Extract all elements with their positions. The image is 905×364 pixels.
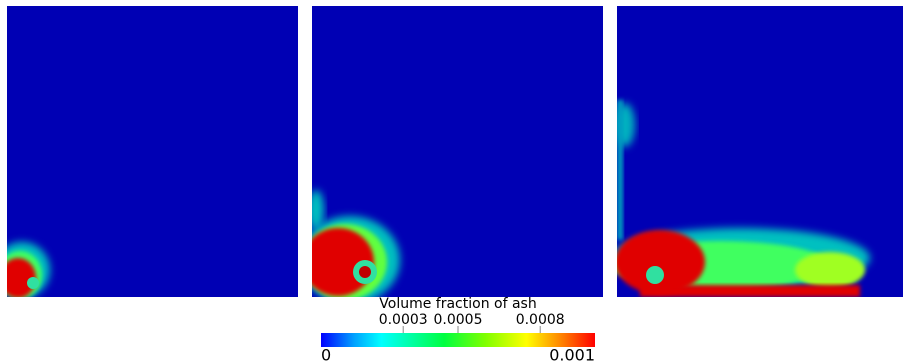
tick-label: 0.0005 <box>434 312 483 328</box>
tick-label: 0.0008 <box>516 312 565 328</box>
min-label: 0 <box>321 346 331 364</box>
panel-2 <box>312 6 603 297</box>
colorbar <box>321 333 595 347</box>
panel-3 <box>617 6 903 297</box>
max-label: 0.001 <box>549 346 595 364</box>
panel-1 <box>7 6 298 297</box>
tick-label: 0.0003 <box>379 312 428 328</box>
colorbar-title: Volume fraction of ash <box>379 296 536 312</box>
